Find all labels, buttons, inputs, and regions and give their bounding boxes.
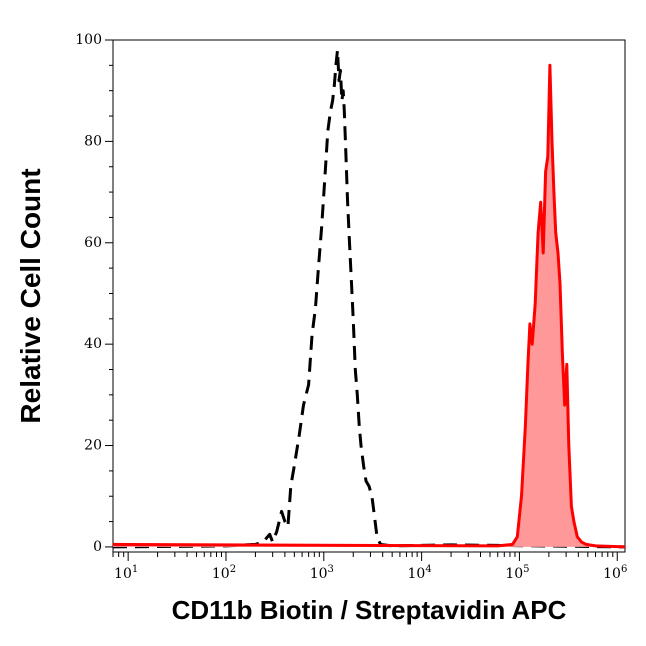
y-axis: 0 20 40 60 80 100 [75,32,113,555]
x-tick-label: 102 [212,564,236,582]
x-tick-label: 106 [603,564,627,582]
y-tick-label: 80 [84,133,102,149]
x-axis-label: CD11b Biotin / Streptavidin APC [172,595,567,625]
x-tick-label: 104 [408,564,432,582]
series-1-line [112,48,626,549]
y-tick-label: 0 [93,539,102,555]
y-tick-label: 100 [75,32,102,48]
x-axis: 101 102 103 104 105 106 [112,552,627,582]
series-2-line [112,63,626,549]
x-tick-label: 105 [505,564,529,582]
y-axis-label: Relative Cell Count [15,168,46,423]
y-tick-label: 60 [84,235,102,251]
x-tick-label: 103 [310,564,334,582]
y-tick-label: 20 [84,438,102,454]
y-tick-label: 40 [84,336,102,352]
series-layer [112,48,626,549]
x-tick-label: 101 [114,564,138,582]
plot-frame [112,39,626,553]
